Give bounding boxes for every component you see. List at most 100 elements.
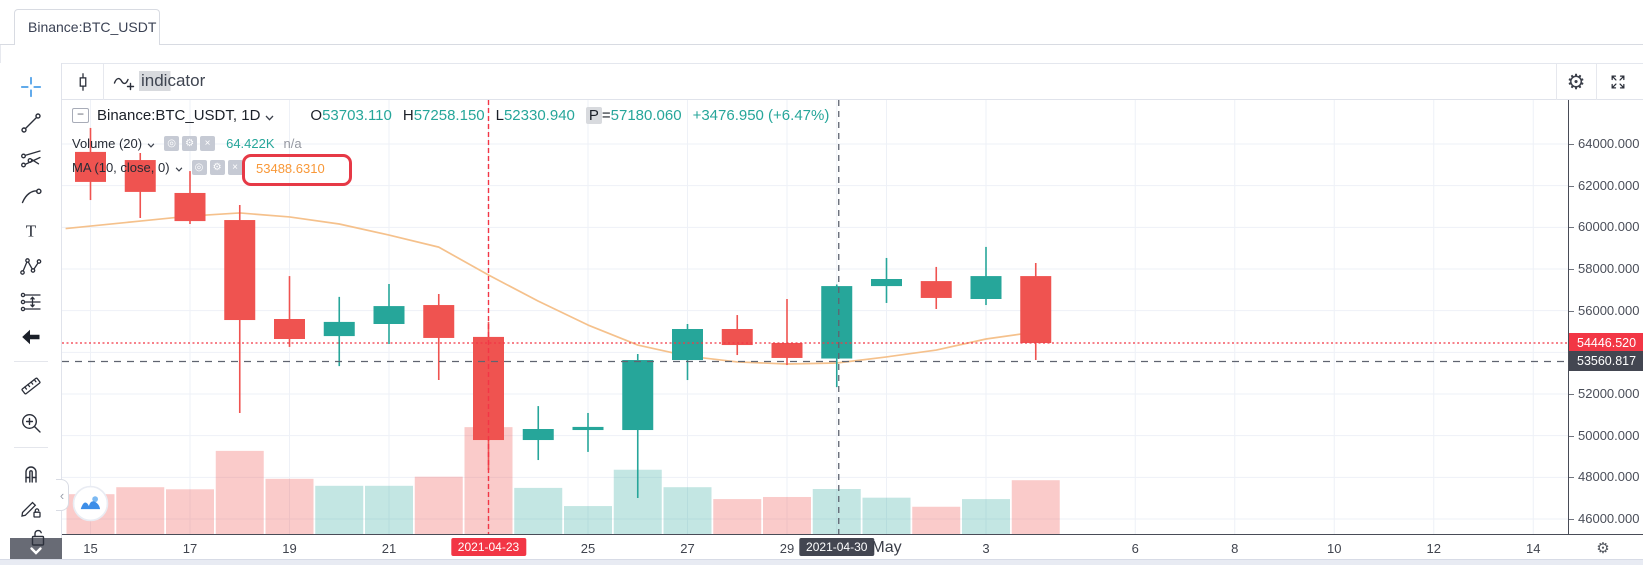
sidebar-separator <box>14 447 48 448</box>
indicator-label[interactable]: indicator <box>139 71 208 91</box>
candle-body <box>970 276 1002 299</box>
lock-all-tool[interactable] <box>25 524 49 548</box>
settings-gear-icon: ⚙ <box>1596 540 1610 557</box>
candlestick-style-icon <box>79 73 87 91</box>
chart-settings-button[interactable]: ⚙ <box>1560 67 1592 97</box>
price-tickmark <box>1569 185 1574 187</box>
legend-volume-row: Volume (20) ◎ ⚙ × 64.422K n/a <box>72 136 302 151</box>
magnet-icon <box>25 466 37 483</box>
settings-gear-icon[interactable]: ⚙ <box>182 136 198 151</box>
collapse-sidebar-handle[interactable]: ‹ <box>56 479 69 511</box>
more-tools-chevron[interactable] <box>24 543 48 561</box>
remove-icon[interactable]: × <box>200 136 216 151</box>
indicator-button[interactable] <box>108 67 140 97</box>
drawing-lock-tool[interactable] <box>14 491 48 525</box>
volume-value: 64.422K <box>226 136 275 151</box>
caret-down-icon[interactable] <box>147 143 155 148</box>
trend-line-tool[interactable] <box>14 106 48 140</box>
price-tick-label: 56000.000 <box>1578 302 1640 318</box>
candle-body <box>771 342 803 358</box>
time-tick-label: May <box>871 539 902 556</box>
crosshair-date-chip: 2021-04-30 <box>799 538 875 556</box>
volume-bar <box>812 489 861 534</box>
visibility-icon[interactable]: ◎ <box>164 136 180 151</box>
high-value: 57258.150 <box>413 107 485 124</box>
candle-body <box>1020 276 1052 344</box>
tab-bar: Binance:BTC_USDT <box>0 0 1643 45</box>
brush-icon <box>21 188 42 204</box>
crosshair-tool[interactable] <box>14 70 48 104</box>
time-tick-label: 3 <box>982 541 990 556</box>
price-axis[interactable]: 64000.000 62000.000 60000.000 58000.000 5600… <box>1568 100 1643 560</box>
collapse-pane-button[interactable]: − <box>72 108 89 123</box>
legend-symbol[interactable]: Binance:BTC_USDT, 1D <box>97 107 261 124</box>
close-label: P <box>585 107 602 124</box>
time-tick-label: 29 <box>779 541 795 556</box>
remove-icon[interactable]: × <box>227 160 243 175</box>
price-tickmark <box>1569 518 1574 520</box>
symbol-tab-label: Binance:BTC_USDT <box>28 19 157 35</box>
volume-bar <box>564 506 612 534</box>
top-toolbar: indicator ⚙ <box>0 63 1643 100</box>
text-tool[interactable]: T <box>14 214 48 248</box>
indicator-controls: ◎ ⚙ × <box>191 160 243 175</box>
sidebar-separator <box>14 361 48 362</box>
volume-bar <box>265 478 314 534</box>
magnet-tool[interactable] <box>14 456 48 490</box>
arrow-tool[interactable] <box>14 320 48 354</box>
change-value: +3476.950 (+6.47%) <box>692 107 830 124</box>
volume-indicator-title[interactable]: Volume (20) <box>72 136 143 151</box>
zoom-in-icon <box>21 413 41 433</box>
visibility-icon[interactable]: ◎ <box>191 160 207 175</box>
price-tick-label: 46000.000 <box>1578 510 1640 526</box>
candle-body <box>274 318 305 339</box>
legend-symbol-row: − Binance:BTC_USDT, 1D O53703.110 H57258… <box>72 107 829 124</box>
caret-down-icon[interactable] <box>175 167 183 172</box>
ma-indicator-title[interactable]: MA (10, close, 0) <box>72 160 170 175</box>
candle-body <box>174 192 206 222</box>
indicator-controls: ◎ ⚙ × <box>164 136 216 151</box>
candle-body <box>572 426 604 431</box>
time-tick-label: 14 <box>1526 541 1541 556</box>
price-tickmark <box>1569 268 1574 270</box>
candle-body <box>821 286 853 359</box>
zoom-in-tool[interactable] <box>14 406 48 440</box>
volume-bar <box>1011 480 1060 534</box>
chart-pane[interactable]: − Binance:BTC_USDT, 1D O53703.110 H57258… <box>62 100 1568 534</box>
volume-ma-value: n/a <box>283 136 302 151</box>
ruler-icon <box>21 377 41 395</box>
time-tick-label: 27 <box>680 541 695 556</box>
axis-settings-button[interactable]: ⚙ <box>1592 537 1614 559</box>
exchange-logo[interactable] <box>72 485 109 522</box>
bottom-strip <box>0 559 1643 565</box>
xabcd-pattern-tool[interactable] <box>14 249 48 283</box>
price-tickmark <box>1569 393 1574 395</box>
gann-fib-tool[interactable] <box>14 142 48 176</box>
toolbar-separator <box>103 64 104 100</box>
fullscreen-button[interactable] <box>1602 67 1634 97</box>
time-axis[interactable]: ⚙ 15 17 19 21 2021-04-23 25 27 29 2021-04-30 May 3… <box>62 534 1643 560</box>
volume-bar <box>713 499 762 534</box>
candlestick-style-button[interactable] <box>67 67 99 97</box>
indicator-icon <box>113 77 135 91</box>
settings-gear-icon[interactable]: ⚙ <box>209 160 225 175</box>
ruler-tool[interactable] <box>14 369 48 403</box>
symbol-tab[interactable]: Binance:BTC_USDT <box>14 9 160 45</box>
volume-bar <box>514 487 563 534</box>
brush-tool[interactable] <box>14 178 48 212</box>
time-tick-label: 12 <box>1426 541 1441 556</box>
time-tick-label: 6 <box>1131 541 1139 556</box>
candle-body <box>622 360 654 431</box>
caret-down-icon[interactable] <box>265 115 274 121</box>
time-tick-label: 25 <box>580 541 596 556</box>
marked-date-chip: 2021-04-23 <box>450 538 527 556</box>
volume-bar <box>862 497 911 534</box>
price-tickmark <box>1569 144 1574 145</box>
candle-body <box>323 321 355 337</box>
projection-tool[interactable] <box>14 285 48 319</box>
trend-line-icon <box>21 113 41 133</box>
projection-icon <box>20 292 41 312</box>
time-tick-label: 10 <box>1327 541 1342 556</box>
gann-fib-icon <box>21 150 41 168</box>
